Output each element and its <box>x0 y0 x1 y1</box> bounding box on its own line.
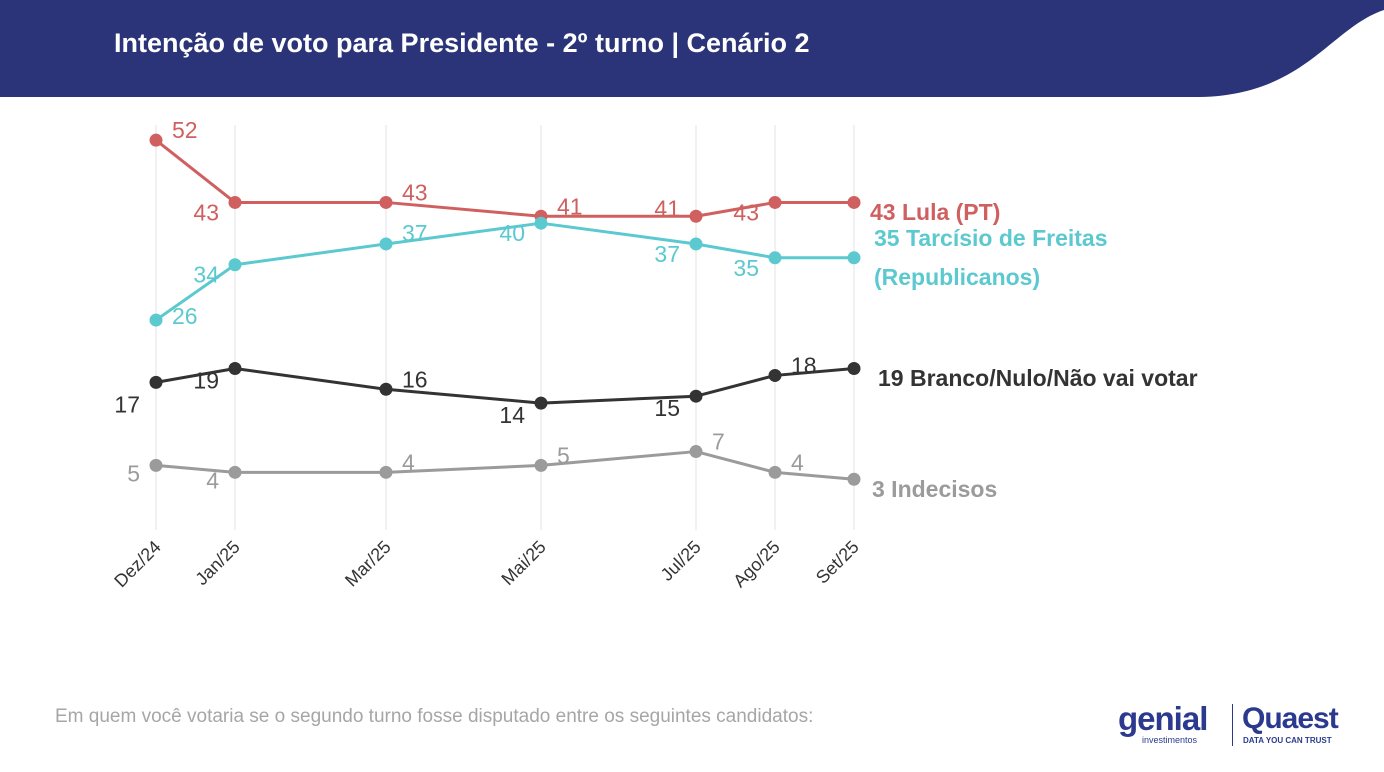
x-tick-label-2: Mar/25 <box>341 537 395 591</box>
series-0-point-2 <box>379 195 393 209</box>
series-3-data-label-4: 7 <box>712 429 725 455</box>
series-1-data-label-4: 37 <box>654 241 680 267</box>
series-1-end-label: 35 Tarcísio de Freitas <box>874 225 1108 251</box>
series-3-point-3 <box>534 458 548 472</box>
series-1-data-label-1: 34 <box>193 262 219 288</box>
series-0-data-label-3: 41 <box>557 193 583 219</box>
genial-logo: genial <box>1118 700 1208 737</box>
series-1-point-3 <box>534 216 548 230</box>
series-0-point-4 <box>689 209 703 223</box>
series-3-point-4 <box>689 445 703 459</box>
x-tick-label-5: Ago/25 <box>729 537 783 591</box>
series-1-end-label-1: (Republicanos) <box>874 264 1040 290</box>
series-3-data-label-2: 4 <box>402 449 415 475</box>
series-1-point-4 <box>689 237 703 251</box>
series-2-point-1 <box>228 362 242 376</box>
series-2-point-0 <box>149 375 163 389</box>
series-2-point-5 <box>768 368 782 382</box>
series-3-point-1 <box>228 465 242 479</box>
series-2-point-4 <box>689 389 703 403</box>
series-line-3 <box>155 450 855 481</box>
series-2-data-label-3: 14 <box>499 402 525 428</box>
series-2-point-6 <box>847 362 861 376</box>
series-3-data-label-0: 5 <box>127 460 140 486</box>
series-0-end-label: 43 Lula (PT) <box>870 199 1000 225</box>
series-2-data-label-2: 16 <box>402 366 428 392</box>
quaest-logo-subtitle: DATA YOU CAN TRUST <box>1243 736 1332 745</box>
x-tick-label-6: Set/25 <box>812 537 863 588</box>
series-3-data-label-5: 4 <box>791 449 804 475</box>
series-0-data-label-0: 52 <box>172 117 198 143</box>
series-0-point-0 <box>149 133 163 147</box>
series-0-data-label-1: 43 <box>193 199 219 225</box>
series-2-data-label-5: 18 <box>791 352 817 378</box>
series-3-end-label: 3 Indecisos <box>872 476 997 502</box>
series-2-point-3 <box>534 396 548 410</box>
page-title: Intenção de voto para Presidente - 2º tu… <box>114 28 810 58</box>
series-0-point-6 <box>847 195 861 209</box>
x-tick-label-1: Jan/25 <box>191 537 243 589</box>
series-2-data-label-1: 19 <box>193 368 219 394</box>
header-banner <box>0 0 1384 97</box>
series-0-data-label-2: 43 <box>402 179 428 205</box>
series-3-data-label-1: 4 <box>206 467 219 493</box>
series-1-data-label-5: 35 <box>733 255 759 281</box>
series-0-data-label-4: 41 <box>654 195 680 221</box>
series-3-point-0 <box>149 458 163 472</box>
series-1-point-1 <box>228 258 242 272</box>
genial-logo-subtitle: investimentos <box>1142 735 1198 745</box>
series-0-point-5 <box>768 195 782 209</box>
x-tick-label-4: Jul/25 <box>657 537 705 585</box>
line-chart: Dez/24 Jan/25 Mar/25 Mai/25 Jul/25 Ago/25 Set/… <box>110 117 1198 591</box>
series-1-point-6 <box>847 251 861 265</box>
series-2-end-label: 19 Branco/Nulo/Não vai votar <box>878 365 1198 391</box>
quaest-logo: Quaest <box>1242 702 1339 735</box>
series-2-data-label-0: 17 <box>114 391 140 417</box>
series-1-data-label-2: 37 <box>402 220 428 246</box>
series-3-point-5 <box>768 465 782 479</box>
logo-divider <box>1232 704 1233 746</box>
series-1-point-2 <box>379 237 393 251</box>
logos: genial investimentos Quaest DATA YOU CAN… <box>1118 700 1358 750</box>
series-0-data-label-5: 43 <box>733 199 759 225</box>
series-3-point-6 <box>847 472 861 486</box>
series-1-data-label-0: 26 <box>172 303 198 329</box>
x-tick-label-0: Dez/24 <box>110 537 164 591</box>
series-0-point-1 <box>228 195 242 209</box>
series-1-data-label-3: 40 <box>499 220 525 246</box>
footnote: Em quem você votaria se o segundo turno … <box>55 706 814 727</box>
series-3-data-label-3: 5 <box>557 442 570 468</box>
series-2-data-label-4: 15 <box>654 395 680 421</box>
series-1-point-5 <box>768 251 782 265</box>
series-1-point-0 <box>149 313 163 327</box>
series-2-point-2 <box>379 382 393 396</box>
x-tick-label-3: Mai/25 <box>497 537 549 589</box>
series-line-2 <box>155 367 855 405</box>
series-3-point-2 <box>379 465 393 479</box>
